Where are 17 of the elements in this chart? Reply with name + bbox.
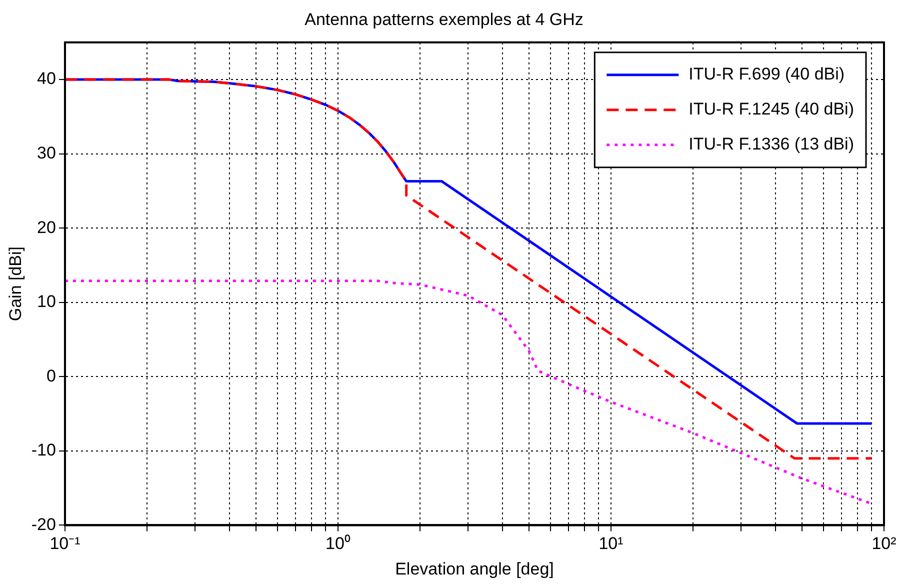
x-tick-label: 10¹ (598, 534, 624, 554)
y-tick-label: 10 (37, 292, 56, 312)
legend-label: ITU-R F.1336 (13 dBi) (688, 134, 854, 154)
y-axis-title: Gain [dBi] (6, 246, 25, 322)
y-tick-label: 40 (37, 69, 56, 88)
legend-label: ITU-R F.699 (40 dBi) (688, 64, 845, 84)
y-tick-label: -10 (31, 440, 56, 460)
x-axis-title: Elevation angle [deg] (395, 559, 554, 578)
x-tick-label: 10² (872, 534, 897, 554)
legend-label: ITU-R F.1245 (40 dBi) (688, 100, 854, 119)
y-tick-label: 20 (37, 218, 56, 237)
x-tick-label: 10⁰ (326, 534, 350, 554)
y-tick-label: 0 (46, 366, 56, 386)
chart-title: Antenna patterns exemples at 4 GHz (304, 10, 584, 29)
y-tick-label: -20 (31, 514, 56, 534)
y-tick-label: 30 (37, 144, 56, 163)
x-tick-label: 10⁻¹ (50, 534, 81, 554)
